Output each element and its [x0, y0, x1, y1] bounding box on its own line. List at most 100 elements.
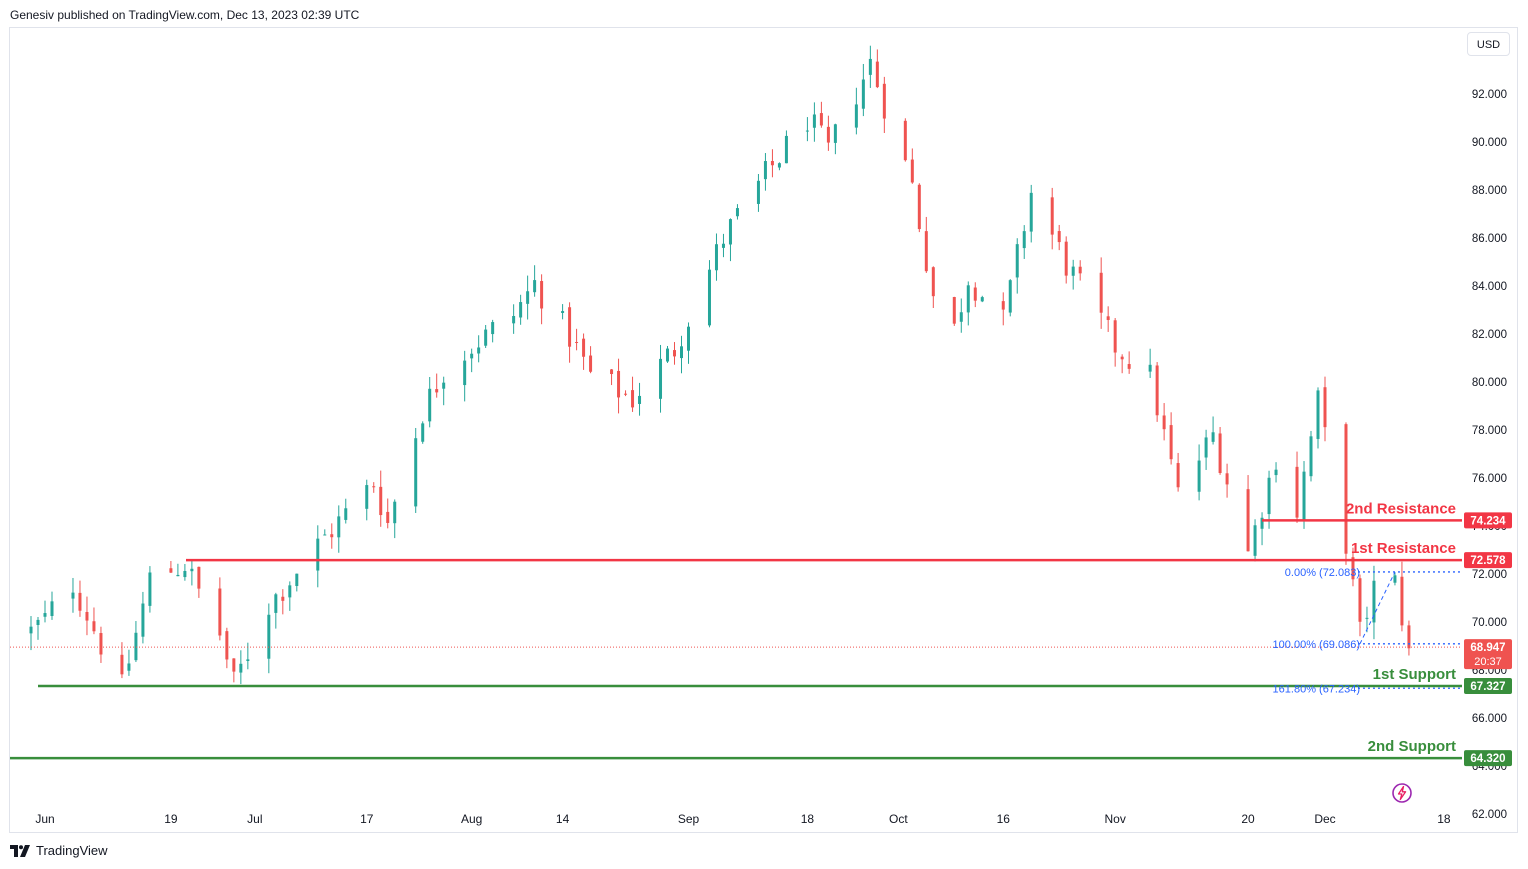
candle-body — [1316, 390, 1320, 439]
candle-body — [728, 219, 732, 245]
resistance-price-value: 72.578 — [1470, 555, 1506, 567]
x-tick-label: 18 — [1437, 812, 1451, 826]
candle-body — [973, 287, 977, 301]
fib-trend-line — [1359, 571, 1396, 645]
x-tick-label: 18 — [801, 812, 815, 826]
candle-body — [134, 632, 138, 661]
candle-body — [477, 347, 481, 354]
candle-body — [910, 159, 914, 183]
candle-body — [330, 534, 334, 538]
candle-body — [435, 389, 439, 393]
candle-body — [183, 570, 187, 578]
support-price-badge — [1464, 678, 1512, 695]
candle-body — [414, 438, 418, 507]
x-tick-label: Jun — [35, 812, 54, 826]
y-tick-label: 88.000 — [1472, 185, 1507, 197]
candle-body — [1127, 364, 1131, 369]
fib-level-label: 0.00% (72.083) — [1285, 567, 1360, 579]
resistance-level-name: 1st Resistance — [1351, 540, 1456, 557]
candle-body — [826, 126, 830, 143]
candle-body — [617, 370, 621, 398]
candle-body — [868, 58, 872, 75]
candle-body — [1204, 437, 1208, 458]
candle-body — [1400, 576, 1404, 626]
resistance-level-name: 2nd Resistance — [1346, 500, 1456, 517]
candle-body — [784, 135, 788, 164]
candle-body — [1050, 197, 1054, 235]
fib-level-label: 161.80% (67.234) — [1273, 683, 1360, 695]
candle-body — [1001, 301, 1005, 310]
candle-body — [533, 280, 537, 293]
candle-body — [29, 626, 33, 634]
y-tick-label: 80.000 — [1472, 377, 1507, 389]
candle-body — [365, 485, 369, 509]
candle-body — [1246, 489, 1250, 552]
candle-body — [1372, 580, 1376, 623]
x-tick-label: Sep — [678, 812, 700, 826]
candle-body — [638, 395, 642, 404]
last-price-badge — [1464, 639, 1512, 670]
candle-body — [1407, 625, 1411, 649]
candle-body — [854, 104, 858, 128]
y-tick-label: 72.000 — [1472, 569, 1507, 581]
y-tick-label: 86.000 — [1472, 233, 1507, 245]
candle-body — [470, 353, 474, 359]
candle-body — [1057, 231, 1061, 243]
last-price-value: 68.947 — [1470, 642, 1505, 654]
candle-body — [959, 312, 963, 322]
resistance-price-value: 74.234 — [1470, 515, 1506, 527]
x-tick-label: Nov — [1104, 812, 1125, 826]
candle-body — [1176, 463, 1180, 488]
candle-body — [1155, 365, 1159, 416]
candle-body — [316, 538, 320, 571]
candle-body — [337, 516, 341, 538]
candle-body — [281, 596, 285, 601]
candle-body — [561, 311, 565, 313]
currency-button[interactable]: USD — [1467, 32, 1510, 56]
candle-body — [148, 572, 152, 606]
candle-body — [1022, 231, 1026, 249]
candle-body — [819, 113, 823, 126]
candle-body — [295, 573, 299, 587]
candle-body — [540, 281, 544, 309]
candle-body — [85, 611, 89, 621]
candle-body — [288, 585, 292, 598]
x-tick-label: 19 — [164, 812, 178, 826]
candle-body — [1197, 460, 1201, 492]
footer-brand[interactable]: TradingView — [10, 843, 108, 858]
candle-body — [1169, 425, 1173, 460]
candle-body — [1323, 387, 1327, 428]
candle-body — [763, 161, 767, 180]
candle-body — [1071, 266, 1075, 276]
candle-body — [952, 297, 956, 324]
candle-body — [673, 350, 677, 357]
candle-body — [1008, 280, 1012, 313]
candle-body — [624, 393, 628, 395]
candle-body — [924, 231, 928, 272]
candle-body — [442, 382, 446, 389]
x-tick-label: Jul — [247, 812, 262, 826]
candle-body — [917, 184, 921, 230]
candle-body — [491, 322, 495, 335]
candle-body — [1029, 192, 1033, 232]
y-tick-label: 92.000 — [1472, 89, 1507, 101]
candle-body — [232, 658, 236, 672]
candle-body — [707, 269, 711, 326]
candle-body — [120, 654, 124, 675]
candle-body — [610, 369, 614, 375]
candle-body — [721, 243, 725, 248]
candle-body — [372, 486, 376, 488]
candle-body — [1120, 356, 1124, 360]
y-tick-label: 76.000 — [1472, 473, 1507, 485]
candle-body — [966, 285, 970, 313]
x-tick-label: Oct — [889, 812, 908, 826]
candle-body — [659, 358, 663, 399]
chart-frame — [9, 27, 1518, 833]
candle-body — [575, 341, 579, 343]
candle-body — [78, 592, 82, 611]
candle-body — [218, 588, 222, 636]
candle-body — [141, 603, 145, 637]
candle-body — [127, 663, 131, 671]
lightning-icon[interactable] — [1391, 782, 1413, 804]
